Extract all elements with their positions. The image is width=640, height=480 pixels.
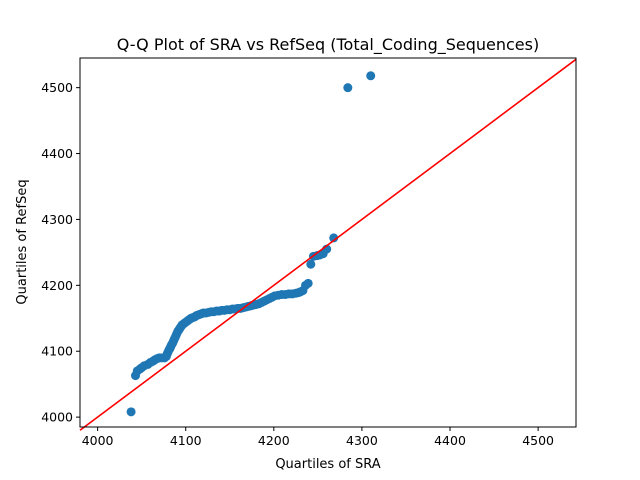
plot-area-background [80,58,576,427]
data-point [303,278,313,288]
y-axis-ticks: 4000 4100 4200 4300 4400 4500 [41,80,80,425]
y-tick-label: 4100 [41,344,73,359]
reference-line-group [79,58,577,431]
data-point [126,407,136,417]
reference-line [79,58,577,431]
x-tick-label: 4400 [434,433,466,448]
plot-frame [79,57,577,428]
x-tick-label: 4500 [522,433,554,448]
y-tick-label: 4500 [41,80,73,95]
x-tick-label: 4000 [82,433,114,448]
x-tick-label: 4200 [258,433,290,448]
y-tick-label: 4400 [41,146,73,161]
x-axis-ticks: 4000 4100 4200 4300 4400 4500 [82,427,554,448]
data-point [329,233,339,243]
data-point [343,83,353,93]
x-tick-label: 4300 [346,433,378,448]
y-tick-label: 4000 [41,410,73,425]
chart-title: Q-Q Plot of SRA vs RefSeq (Total_Coding_… [117,35,539,55]
y-axis-label: Quartiles of RefSeq [15,179,30,304]
y-tick-label: 4200 [41,278,73,293]
x-axis-label: Quartiles of SRA [275,457,380,472]
data-point [366,71,376,81]
y-tick-label: 4300 [41,212,73,227]
data-point [306,259,316,269]
x-tick-label: 4100 [170,433,202,448]
